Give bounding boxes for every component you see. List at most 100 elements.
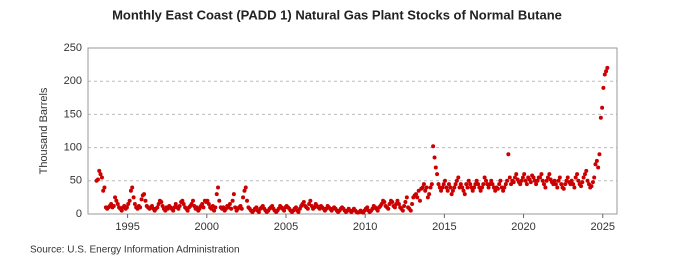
data-point [429,182,434,187]
data-point [604,69,609,74]
data-point [124,205,129,210]
data-point [547,172,552,177]
data-point [435,172,440,177]
data-point [386,206,391,211]
grid-layer [88,47,617,215]
data-point [213,205,218,210]
data-point [113,195,118,200]
data-point [130,185,135,190]
data-point [417,198,422,203]
data-point [486,185,491,190]
data-point [177,204,182,209]
data-point [239,206,244,211]
x-tick-label: 2010 [353,221,377,233]
data-point [518,182,523,187]
data-point [214,192,219,197]
data-point [600,105,605,110]
data-point [596,165,601,170]
data-point [462,192,467,197]
data-point [561,186,566,191]
data-point [227,202,232,207]
data-point [256,210,261,215]
data-point [382,200,387,205]
data-point [97,168,102,173]
data-point [505,178,510,183]
data-point [425,195,430,200]
data-point [115,202,120,207]
data-point [171,208,176,213]
data-point [440,185,445,190]
x-tick-label: 2025 [591,221,615,233]
data-point [308,198,313,203]
data-point [472,185,477,190]
data-point [464,182,469,187]
data-point [99,175,104,180]
data-point [449,192,454,197]
data-point [242,188,247,193]
data-point [555,185,560,190]
data-point [573,175,578,180]
data-point [95,177,100,182]
data-point [507,175,512,180]
data-point [453,182,458,187]
data-point [503,182,508,187]
data-point [282,208,287,213]
data-point [450,188,455,193]
x-tick-label: 2015 [432,221,456,233]
data-point [590,180,595,185]
data-point [305,206,310,211]
data-point [540,178,545,183]
data-point [442,178,447,183]
data-point [427,192,432,197]
data-point [365,205,370,210]
data-point [243,185,248,190]
data-point [245,198,250,203]
data-point [173,202,178,207]
data-point [396,202,401,207]
source-note: Source: U.S. Energy Information Administ… [30,245,240,256]
data-point [439,188,444,193]
data-point [552,178,557,183]
data-point [461,188,466,193]
data-point [230,198,235,203]
data-point [456,175,461,180]
plot-frame [87,47,618,215]
data-point [489,178,494,183]
data-point [531,175,536,180]
data-point [301,200,306,205]
data-point [495,186,500,191]
y-tick-label: 250 [64,42,82,54]
data-point [478,188,483,193]
data-point [605,65,610,70]
data-point [522,172,527,177]
data-point [581,175,586,180]
data-point [142,192,147,197]
data-point [446,182,451,187]
data-point [523,178,528,183]
data-point [404,195,409,200]
data-point [205,198,210,203]
y-axis-label: Thousand Barrels [38,87,50,174]
data-point [119,208,124,213]
data-point [514,172,519,177]
data-point [432,155,437,160]
data-point [480,185,485,190]
data-point [553,182,558,187]
data-point [580,180,585,185]
data-point [420,185,425,190]
data-point [575,172,580,177]
data-point [101,188,106,193]
data-point [460,185,465,190]
data-point [408,208,413,213]
y-tick-label: 0 [76,208,82,220]
x-tick-label: 2000 [195,221,219,233]
data-point [576,178,581,183]
data-point [433,165,438,170]
data-point [392,205,397,210]
data-point [594,158,599,163]
data-point [520,175,525,180]
data-point [534,182,539,187]
data-point [565,175,570,180]
data-point [111,204,116,209]
